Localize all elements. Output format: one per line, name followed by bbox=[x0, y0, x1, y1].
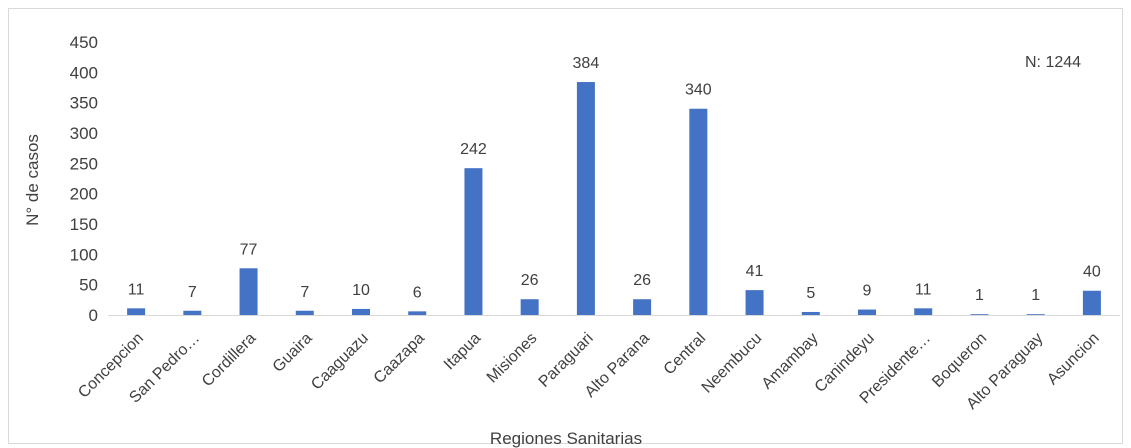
bar bbox=[352, 308, 370, 315]
category-label: Caaguazu bbox=[308, 330, 372, 394]
bar bbox=[689, 108, 708, 315]
x-axis-title: Regiones Sanitarias bbox=[490, 429, 642, 448]
y-tick-label: 200 bbox=[70, 185, 98, 204]
data-label: 5 bbox=[806, 285, 815, 302]
y-tick-label: 100 bbox=[70, 245, 98, 264]
bar bbox=[239, 268, 258, 315]
data-label: 7 bbox=[300, 284, 309, 301]
bar bbox=[858, 309, 876, 315]
bar bbox=[1026, 314, 1045, 315]
bar bbox=[408, 311, 427, 315]
data-label: 1 bbox=[1031, 287, 1040, 304]
bar bbox=[745, 290, 764, 315]
category-label: Itapua bbox=[441, 330, 485, 374]
category-label: Boqueron bbox=[929, 330, 990, 391]
y-tick-label: 350 bbox=[70, 94, 98, 113]
data-label: 7 bbox=[188, 284, 197, 301]
data-label: 77 bbox=[240, 241, 258, 258]
bar bbox=[127, 308, 146, 315]
y-tick-label: 150 bbox=[70, 215, 98, 234]
bar bbox=[295, 310, 314, 315]
bar bbox=[1082, 290, 1101, 315]
y-tick-label: 400 bbox=[70, 63, 98, 82]
category-label: Guaira bbox=[270, 330, 316, 376]
category-label: Caazapa bbox=[371, 330, 428, 387]
y-axis-title: N° de casos bbox=[23, 134, 42, 226]
bar bbox=[633, 299, 652, 315]
bar bbox=[970, 314, 989, 315]
y-tick-label: 300 bbox=[70, 124, 98, 143]
data-label: 26 bbox=[521, 272, 539, 289]
data-label: 340 bbox=[685, 82, 712, 99]
bar bbox=[520, 299, 539, 315]
data-label: 40 bbox=[1083, 264, 1101, 281]
y-tick-label: 0 bbox=[89, 306, 98, 325]
category-label: Paraguari bbox=[536, 330, 597, 391]
chart-frame bbox=[8, 8, 1123, 444]
y-tick-label: 450 bbox=[70, 33, 98, 52]
bar bbox=[576, 82, 595, 315]
bar bbox=[183, 310, 202, 315]
data-label: 242 bbox=[460, 141, 487, 158]
category-label: Cordillera bbox=[199, 330, 260, 391]
category-label: Neembucu bbox=[699, 330, 766, 397]
bars bbox=[127, 82, 1101, 315]
bar bbox=[914, 308, 933, 315]
category-label: Asuncion bbox=[1044, 330, 1103, 389]
bar bbox=[464, 168, 483, 315]
data-label: 1 bbox=[975, 287, 984, 304]
category-label: Misiones bbox=[484, 330, 541, 387]
data-label: 11 bbox=[128, 281, 145, 298]
data-label: 11 bbox=[915, 281, 932, 298]
data-label: 384 bbox=[573, 55, 600, 72]
y-tick-label: 50 bbox=[79, 276, 98, 295]
data-label: 10 bbox=[352, 282, 370, 299]
y-axis-ticks: 0 50 100 150 200 250 300 350 400 450 bbox=[70, 33, 98, 325]
bar bbox=[801, 311, 820, 315]
data-label: 41 bbox=[746, 263, 764, 280]
data-label: 26 bbox=[633, 272, 651, 289]
category-label: Central bbox=[661, 330, 709, 378]
y-tick-label: 250 bbox=[70, 154, 98, 173]
data-label: 6 bbox=[413, 284, 422, 301]
total-annotation: N: 1244 bbox=[1025, 54, 1081, 71]
data-label: 9 bbox=[863, 283, 872, 300]
